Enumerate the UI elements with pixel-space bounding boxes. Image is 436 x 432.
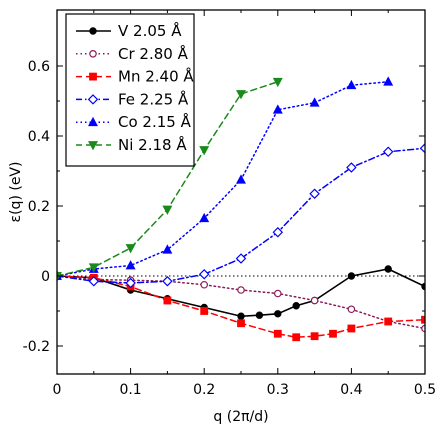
- data-point-s3-p1: [88, 276, 100, 287]
- y-tick-label: 0.2: [28, 199, 50, 215]
- data-point-s4-p6: [272, 104, 283, 114]
- data-point-s2-p10: [347, 324, 356, 333]
- x-tick-label: 0.4: [340, 382, 362, 398]
- series-line-2: [57, 275, 425, 338]
- x-tick-label: 0.5: [414, 382, 436, 398]
- data-point-s1-p6: [273, 289, 282, 298]
- series-4: [57, 76, 394, 280]
- data-point-s2-p6: [273, 329, 282, 338]
- series-line-4: [57, 81, 389, 277]
- data-point-s2-p3: [163, 296, 172, 305]
- data-point-s1-p7: [310, 296, 319, 305]
- data-point-s4-p7: [309, 97, 320, 107]
- data-point-s3-p5: [235, 253, 247, 264]
- y-axis-label: ε(q) (eV): [8, 162, 24, 223]
- data-point-s1-p5: [237, 286, 245, 294]
- data-point-s3-p4: [198, 269, 210, 280]
- data-point-s5-p5: [236, 90, 246, 100]
- data-point-s2-p5: [237, 319, 245, 328]
- x-tick-label: 0.3: [267, 382, 289, 398]
- data-point-s5-p2: [125, 244, 136, 254]
- legend-marker-4: [88, 116, 98, 127]
- data-point-s3-p10: [419, 143, 425, 154]
- plot-area: [57, 76, 425, 342]
- series-3: [57, 143, 425, 289]
- data-point-s0-p7: [274, 310, 282, 318]
- legend-box: [65, 13, 195, 167]
- legend-marker-0: [89, 27, 97, 35]
- data-point-s2-p9: [329, 329, 337, 338]
- data-point-s5-p6: [272, 77, 283, 88]
- legend-label: Co 2.15 Å: [118, 112, 192, 131]
- data-point-s0-p10: [347, 272, 356, 280]
- data-point-s4-p8: [346, 79, 357, 90]
- x-axis-label: q (2π/d): [213, 409, 268, 425]
- data-point-s2-p12: [421, 315, 425, 324]
- y-tick-label: 0.4: [28, 129, 50, 145]
- data-point-s3-p7: [309, 188, 320, 199]
- y-tick-label: 0.6: [28, 59, 50, 75]
- legend-marker-3: [87, 94, 99, 105]
- data-point-s2-p11: [384, 317, 393, 326]
- data-point-s3-p2: [125, 277, 136, 289]
- data-point-s0-p8: [292, 302, 300, 310]
- y-tick-label: 0: [41, 269, 50, 285]
- legend-label: Fe 2.25 Å: [118, 89, 189, 108]
- data-point-s4-p4: [199, 212, 210, 223]
- data-point-s5-p1: [88, 263, 99, 273]
- data-point-s4-p9: [383, 76, 394, 86]
- x-tick-label: 0.1: [119, 382, 141, 398]
- legend-marker-5: [88, 141, 98, 151]
- data-point-s4-p5: [236, 174, 246, 184]
- legend-marker-1: [89, 49, 97, 58]
- data-point-s3-p8: [346, 162, 357, 173]
- data-point-s1-p4: [200, 280, 209, 289]
- data-point-s2-p7: [292, 333, 301, 342]
- legend-label: Ni 2.18 Å: [118, 135, 187, 154]
- legend-label: Mn 2.40 Å: [118, 67, 194, 86]
- data-point-s2-p4: [200, 307, 209, 315]
- data-point-s1-p8: [347, 305, 356, 314]
- x-tick-label: 0: [53, 382, 62, 398]
- data-point-s3-p9: [382, 146, 394, 157]
- legend-label: Cr 2.80 Å: [118, 44, 189, 63]
- data-point-s0-p6: [255, 311, 264, 319]
- legend-label: V 2.05 Å: [118, 21, 182, 40]
- data-point-s3-p3: [162, 276, 173, 287]
- data-point-s5-p3: [162, 205, 173, 215]
- data-point-s5-p4: [199, 146, 210, 156]
- data-point-s4-p3: [162, 244, 173, 254]
- series-5: [57, 77, 283, 282]
- x-tick-label: 0.2: [193, 382, 215, 398]
- data-point-s0-p11: [384, 265, 392, 273]
- data-point-s4-p2: [125, 260, 136, 270]
- data-point-s3-p6: [272, 227, 284, 238]
- data-point-s0-p5: [237, 312, 245, 320]
- legend-marker-2: [89, 72, 97, 81]
- y-tick-label: -0.2: [23, 339, 50, 355]
- data-point-s2-p8: [310, 332, 319, 341]
